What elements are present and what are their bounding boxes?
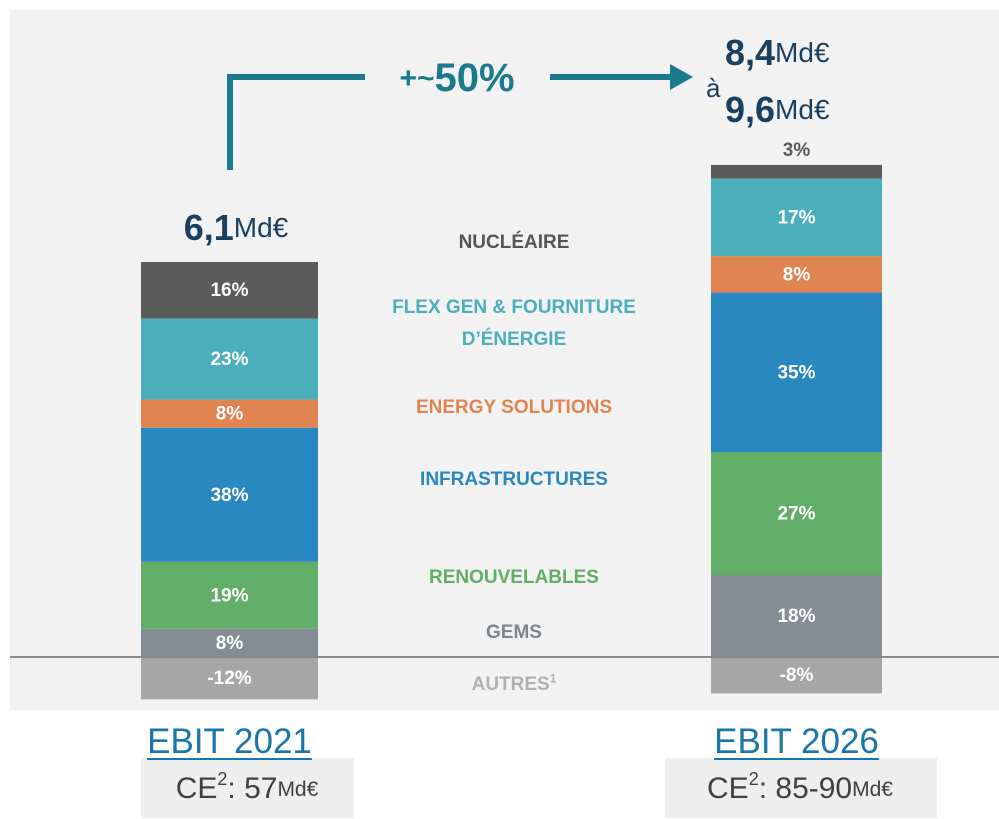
unit: Md€ bbox=[775, 94, 830, 125]
ce-box bbox=[665, 758, 937, 818]
legend-label: NUCLÉAIRE bbox=[383, 227, 645, 259]
range-word: à bbox=[706, 73, 721, 103]
bar-segment bbox=[711, 452, 882, 575]
value-label: 8% bbox=[783, 264, 811, 285]
value-label: 38% bbox=[210, 485, 248, 506]
value-label: 16% bbox=[210, 280, 248, 301]
value-label: 8% bbox=[216, 404, 244, 425]
ce-label: CE2: 57Md€ bbox=[176, 769, 319, 805]
bar-segment bbox=[711, 178, 882, 257]
legend-note: 1 bbox=[549, 671, 557, 686]
ce-value: 57 bbox=[244, 772, 277, 805]
value-label: -12% bbox=[207, 668, 251, 689]
value-label: 23% bbox=[210, 349, 248, 370]
bar-segment bbox=[711, 657, 882, 694]
bar-segment bbox=[141, 657, 318, 700]
bar-segment bbox=[141, 318, 318, 400]
legend-text: RENOUVELABLES bbox=[429, 567, 599, 588]
total-low: 8,4Md€ bbox=[725, 32, 830, 73]
ce-sep: : bbox=[759, 772, 776, 805]
bar-segment bbox=[141, 262, 318, 319]
unit: Md€ bbox=[234, 212, 289, 243]
total-high: 9,6Md€ bbox=[725, 89, 830, 130]
unit: Md€ bbox=[852, 778, 893, 801]
ce-prefix: CE bbox=[707, 772, 749, 805]
bar-segment bbox=[711, 292, 882, 452]
bar-segment bbox=[711, 165, 882, 179]
growth-value: 50% bbox=[434, 56, 514, 100]
category-label: EBIT 2021 bbox=[147, 722, 312, 761]
value-label: 8% bbox=[216, 633, 244, 654]
growth-connector bbox=[227, 74, 365, 170]
ce-prefix: CE bbox=[176, 772, 218, 805]
value-label: 27% bbox=[777, 504, 815, 525]
legend-label: INFRASTRUCTURES bbox=[383, 464, 645, 496]
value-label: 19% bbox=[210, 585, 248, 606]
bar-segment bbox=[141, 399, 318, 428]
value-label: -8% bbox=[780, 665, 814, 686]
legend-label: GEMS bbox=[383, 617, 645, 649]
ce-box bbox=[141, 758, 354, 818]
legend-text: INFRASTRUCTURES bbox=[420, 469, 608, 490]
legend-text: AUTRES bbox=[471, 674, 550, 695]
legend-label: RENOUVELABLES bbox=[383, 562, 645, 594]
total-2021: 6,1Md€ bbox=[184, 207, 289, 248]
ce-note: 2 bbox=[749, 769, 759, 789]
arrow-head bbox=[670, 64, 693, 90]
bar-segment bbox=[141, 427, 318, 562]
ce-sep: : bbox=[227, 772, 244, 805]
total-2021-value: 6,1 bbox=[184, 207, 234, 248]
unit: Md€ bbox=[277, 778, 318, 801]
legend-text: FLEX GEN & FOURNITURE D’ÉNERGIE bbox=[392, 297, 636, 350]
total-high-value: 9,6 bbox=[725, 89, 775, 130]
value-label: 17% bbox=[777, 207, 815, 228]
ce-value: 85-90 bbox=[775, 772, 852, 805]
legend-label: ENERGY SOLUTIONS bbox=[383, 392, 645, 424]
bar-segment bbox=[141, 628, 318, 657]
category-label: EBIT 2026 bbox=[714, 722, 879, 761]
growth-label: +~50% bbox=[399, 56, 514, 100]
legend-label: FLEX GEN & FOURNITURE D’ÉNERGIE bbox=[383, 292, 645, 356]
bar-segment bbox=[141, 561, 318, 629]
legend-label: AUTRES1 bbox=[383, 669, 645, 701]
total-low-value: 8,4 bbox=[725, 32, 775, 73]
bar-segment bbox=[711, 256, 882, 293]
legend-text: GEMS bbox=[486, 622, 542, 643]
value-label: 3% bbox=[783, 140, 811, 161]
legend-text: NUCLÉAIRE bbox=[458, 232, 570, 253]
ce-note: 2 bbox=[217, 769, 227, 789]
growth-prefix: +~ bbox=[399, 62, 434, 95]
legend-text: ENERGY SOLUTIONS bbox=[415, 397, 612, 418]
unit: Md€ bbox=[775, 37, 830, 68]
value-label: 18% bbox=[777, 606, 815, 627]
bar-segment bbox=[711, 575, 882, 657]
ce-label: CE2: 85-90Md€ bbox=[707, 769, 893, 805]
value-label: 35% bbox=[777, 362, 815, 383]
